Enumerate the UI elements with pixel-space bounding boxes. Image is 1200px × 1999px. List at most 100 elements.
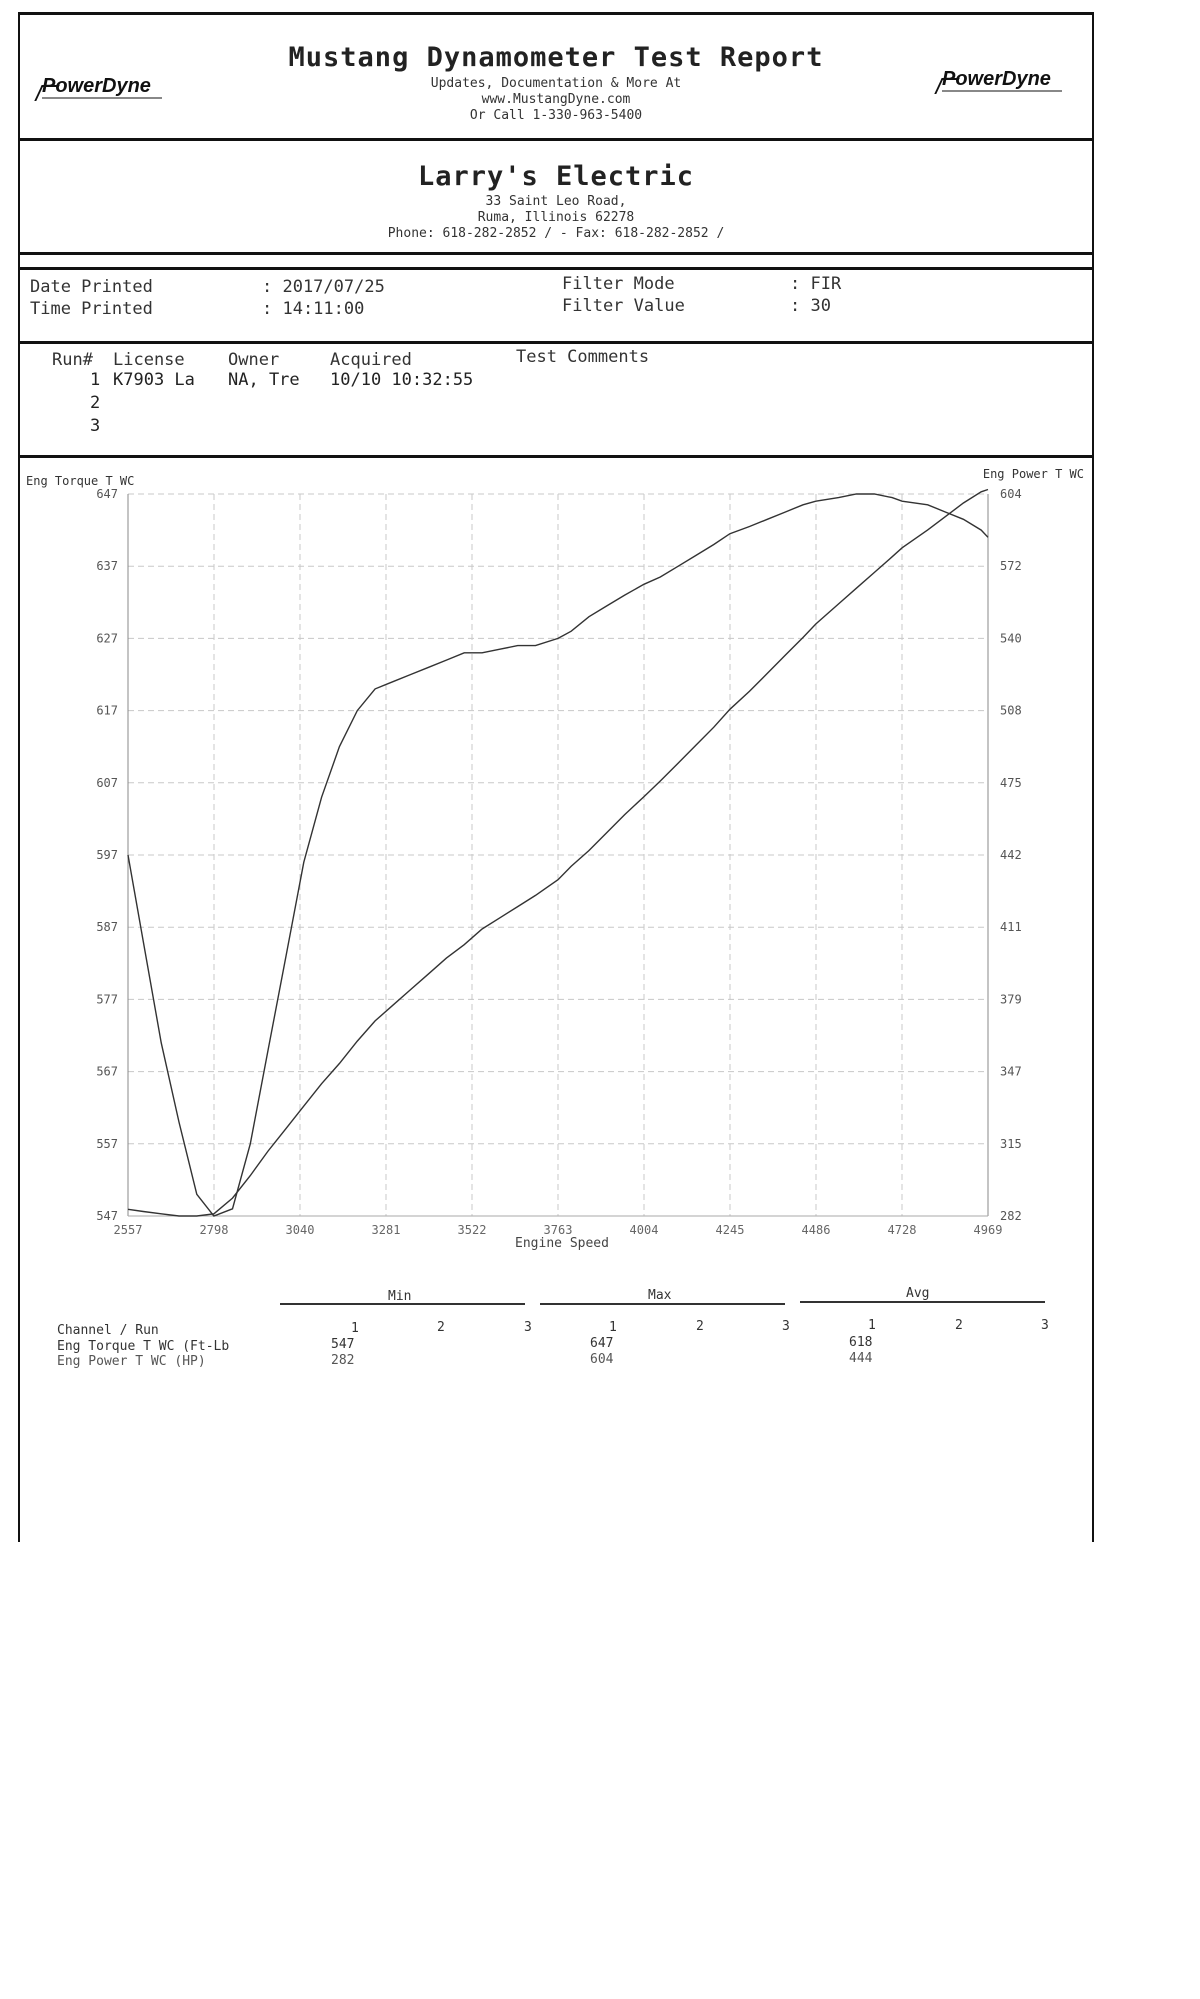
y-right-tick-label: 540: [1000, 631, 1022, 645]
min-run-2: 2: [437, 1320, 445, 1335]
header-line-2: www.MustangDyne.com: [481, 92, 631, 107]
y-left-tick-label: 627: [96, 631, 118, 645]
torque-curve: [127, 493, 989, 1217]
runs-header-comments: Test Comments: [516, 347, 650, 367]
runs-header-acquired: Acquired: [330, 350, 412, 370]
x-tick-label: 3040: [286, 1223, 315, 1237]
y-left-tick-label: 557: [96, 1137, 118, 1151]
logo-right: PowerDyne: [934, 68, 1062, 94]
y-left-tick-label: 637: [96, 559, 118, 573]
avg-run-3: 3: [1041, 1318, 1049, 1333]
shop-box: [20, 138, 1092, 255]
chart-grid: [127, 493, 989, 1217]
torque-row-label: Eng Torque T WC (Ft-Lb: [57, 1339, 230, 1354]
power-row-label: Eng Power T WC (HP): [57, 1354, 206, 1369]
y-right-tick-label: 442: [1000, 848, 1022, 862]
x-tick-label: 4728: [888, 1223, 917, 1237]
y-left-tick-label: 587: [96, 920, 118, 934]
time-printed-value: : 14:11:00: [262, 299, 365, 319]
dyno-chart: Eng Torque T WC Eng Power T WC Engine Sp…: [26, 467, 1084, 1251]
date-printed-value: : 2017/07/25: [262, 277, 385, 297]
y-right-tick-label: 604: [1000, 487, 1022, 501]
run-3-number: 3: [90, 416, 101, 436]
shop-address-1: 33 Saint Leo Road,: [485, 194, 627, 209]
max-run-2: 2: [696, 1319, 704, 1334]
run-1-license: K7903 La: [113, 370, 195, 390]
power-curve: [127, 488, 989, 1217]
run-1-acquired: 10/10 10:32:55: [330, 370, 474, 390]
y-right-tick-label: 347: [1000, 1065, 1022, 1079]
avg-group-rule: [800, 1301, 1045, 1303]
min-run-1: 1: [351, 1321, 359, 1336]
filter-mode-label: Filter Mode: [562, 274, 675, 294]
header-line-1: Updates, Documentation & More At: [430, 76, 682, 91]
logo-underline: [942, 90, 1062, 92]
logo-left: PowerDyne: [34, 75, 162, 101]
header-line-3: Or Call 1-330-963-5400: [469, 108, 643, 123]
runs-header-run: Run#: [52, 350, 93, 370]
torque-avg: 618: [849, 1335, 873, 1350]
max-group-rule: [540, 1303, 785, 1305]
x-tick-labels: 2557 2798 3040 3281 3522 3763 4004 4245 4486 4728…: [114, 1223, 1003, 1237]
power-max: 604: [590, 1352, 614, 1367]
y-left-tick-label: 607: [96, 776, 118, 790]
x-tick-label: 3522: [458, 1223, 487, 1237]
y-right-axis-label: Eng Power T WC: [983, 467, 1084, 481]
y-left-tick-label: 647: [96, 487, 118, 501]
avg-run-2: 2: [955, 1318, 963, 1333]
y-left-tick-label: 547: [96, 1209, 118, 1223]
logo-left-text: PowerDyne: [42, 75, 151, 97]
report-header: [20, 12, 1092, 138]
x-tick-label: 4245: [716, 1223, 745, 1237]
torque-min: 547: [331, 1337, 355, 1352]
y-right-tick-label: 572: [1000, 559, 1022, 573]
run-1-number: 1: [90, 370, 101, 390]
filter-value-label: Filter Value: [562, 296, 685, 316]
x-tick-label: 2798: [200, 1223, 229, 1237]
y-right-tick-labels: 604 572 540 508 475 442 411 379 347 315 282: [1000, 487, 1022, 1223]
shop-address-2: Ruma, Illinois 62278: [477, 210, 635, 225]
stats-group-max: Max: [648, 1288, 672, 1303]
run-2-number: 2: [90, 393, 101, 413]
runs-box: [20, 341, 1092, 458]
min-group-rule: [280, 1303, 525, 1305]
shop-name: Larry's Electric: [417, 161, 695, 192]
runs-header-owner: Owner: [228, 350, 280, 370]
y-left-tick-label: 617: [96, 704, 118, 718]
power-min: 282: [331, 1353, 355, 1368]
avg-run-1: 1: [868, 1318, 876, 1333]
time-printed-label: Time Printed: [30, 299, 153, 319]
filter-value-value: : 30: [790, 296, 831, 316]
logo-underline: [42, 97, 162, 99]
y-right-tick-label: 282: [1000, 1209, 1022, 1223]
y-left-tick-label: 567: [96, 1065, 118, 1079]
x-tick-label: 3763: [544, 1223, 573, 1237]
x-tick-label: 3281: [372, 1223, 401, 1237]
x-tick-label: 4004: [630, 1223, 659, 1237]
stats-group-avg: Avg: [906, 1286, 930, 1301]
y-right-tick-label: 315: [1000, 1137, 1022, 1151]
y-right-tick-label: 411: [1000, 920, 1022, 934]
y-left-tick-label: 597: [96, 848, 118, 862]
min-run-3: 3: [524, 1320, 532, 1335]
report-title: Mustang Dynamometer Test Report: [288, 42, 824, 73]
dyno-report: PowerDyne PowerDyne Mustang Dynamometer …: [18, 12, 1094, 1542]
shop-phone: Phone: 618-282-2852 / - Fax: 618-282-285…: [387, 226, 725, 241]
y-right-tick-label: 508: [1000, 704, 1022, 718]
runs-header-license: License: [113, 350, 185, 370]
run-1-owner: NA, Tre: [228, 370, 300, 390]
y-left-axis-label: Eng Torque T WC: [26, 474, 134, 488]
y-right-tick-label: 379: [1000, 992, 1022, 1006]
max-run-3: 3: [782, 1319, 790, 1334]
y-left-tick-labels: 647 637 627 617 607 597 587 577 567 557 547: [96, 487, 118, 1223]
x-tick-label: 2557: [114, 1223, 143, 1237]
date-printed-label: Date Printed: [30, 277, 153, 297]
max-run-1: 1: [609, 1320, 617, 1335]
x-tick-label: 4969: [974, 1223, 1003, 1237]
logo-right-text: PowerDyne: [942, 68, 1051, 90]
print-info-box: [20, 267, 1092, 341]
y-right-tick-label: 475: [1000, 776, 1022, 790]
power-avg: 444: [849, 1351, 873, 1366]
y-left-tick-label: 577: [96, 992, 118, 1006]
channel-run-header: Channel / Run: [57, 1323, 159, 1338]
